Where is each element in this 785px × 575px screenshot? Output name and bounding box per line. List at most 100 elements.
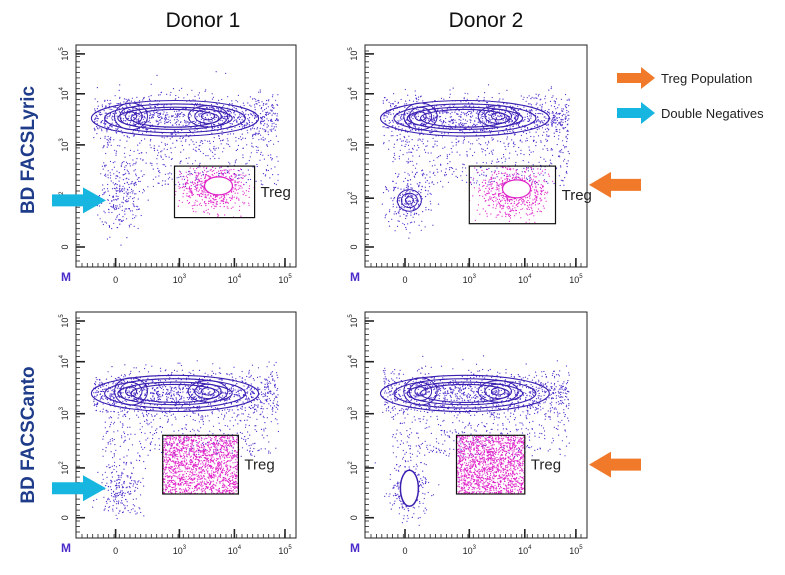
event-dot — [529, 176, 531, 178]
event-dot — [128, 98, 130, 100]
event-dot — [487, 184, 489, 186]
event-dot — [398, 110, 400, 113]
event-dot — [185, 124, 187, 127]
event-dot — [132, 190, 134, 192]
event-dot — [487, 199, 489, 201]
event-dot — [554, 102, 556, 104]
event-dot — [522, 201, 524, 203]
event-dot — [241, 126, 244, 128]
event-dot — [474, 167, 476, 169]
event-dot — [166, 112, 168, 114]
event-dot — [566, 112, 568, 114]
event-dot — [488, 192, 490, 194]
event-dot — [469, 148, 471, 150]
event-dot — [243, 104, 245, 107]
event-dot — [567, 130, 569, 132]
event-dot — [503, 174, 505, 177]
event-dot — [127, 136, 129, 138]
event-dot — [196, 103, 199, 105]
event-dot — [565, 135, 567, 137]
event-dot — [148, 116, 151, 118]
event-dot — [529, 103, 531, 105]
event-dot — [128, 224, 130, 226]
event-dot — [272, 105, 274, 107]
event-dot — [504, 211, 506, 213]
event-dot — [263, 124, 265, 126]
event-dot — [152, 185, 154, 187]
event-dot — [218, 372, 220, 374]
event-dot — [508, 142, 510, 144]
event-dot — [498, 214, 500, 216]
y-tick-label: 0 — [60, 244, 70, 249]
event-dot — [521, 200, 523, 202]
event-dot — [249, 96, 251, 98]
event-dot — [106, 131, 108, 133]
event-dot — [528, 118, 530, 120]
event-dot — [482, 161, 484, 164]
event-dot — [206, 107, 208, 109]
event-dot — [246, 144, 248, 146]
event-dot — [520, 134, 523, 137]
event-dot — [149, 162, 151, 164]
event-dot — [477, 171, 479, 173]
event-dot — [117, 195, 119, 197]
event-dot — [487, 84, 490, 86]
event-dot — [100, 114, 102, 116]
event-dot — [203, 194, 205, 196]
event-dot — [483, 121, 485, 123]
x-tick-label: 103 — [463, 274, 477, 285]
event-dot — [490, 176, 492, 178]
event-dot — [256, 151, 258, 154]
event-dot — [536, 97, 538, 99]
event-dot — [241, 119, 243, 121]
event-dot — [410, 123, 412, 125]
event-dot — [518, 122, 520, 125]
event-dot — [229, 197, 231, 199]
event-dot — [530, 104, 533, 106]
event-dot — [491, 183, 493, 185]
event-dot — [465, 127, 467, 130]
event-dot — [149, 140, 151, 142]
event-dot — [135, 205, 137, 207]
event-dot — [537, 135, 540, 137]
event-dot — [470, 119, 472, 121]
event-dot — [127, 117, 130, 119]
event-dot — [193, 204, 195, 206]
event-dot — [197, 187, 199, 189]
event-dot — [204, 90, 206, 92]
event-dot — [271, 96, 274, 98]
event-dot — [486, 147, 488, 149]
event-dot — [543, 189, 545, 191]
event-dot — [164, 143, 166, 145]
event-dot — [497, 201, 499, 203]
event-dot — [390, 113, 392, 115]
event-dot — [169, 119, 171, 121]
event-dot — [504, 145, 506, 148]
event-dot — [203, 210, 205, 212]
event-dot — [412, 195, 414, 197]
event-dot — [455, 124, 457, 126]
event-dot — [447, 133, 449, 135]
event-dot — [471, 112, 473, 114]
event-dot — [539, 168, 542, 170]
event-dot — [511, 120, 513, 122]
event-dot — [185, 171, 187, 173]
event-dot — [479, 167, 481, 169]
event-dot — [116, 205, 118, 207]
event-dot — [566, 172, 568, 174]
event-dot — [563, 184, 565, 186]
event-dot — [488, 117, 490, 119]
event-dot — [415, 97, 417, 99]
event-dot — [204, 177, 206, 179]
event-dot — [182, 192, 184, 195]
event-dot — [231, 195, 233, 197]
event-dot — [528, 180, 531, 182]
event-dot — [512, 205, 514, 207]
event-dot — [491, 137, 493, 139]
event-dot — [267, 154, 269, 156]
event-dot — [200, 183, 202, 185]
event-dot — [467, 93, 469, 95]
event-dot — [553, 182, 555, 185]
event-dot — [149, 106, 151, 108]
event-dot — [236, 121, 238, 123]
